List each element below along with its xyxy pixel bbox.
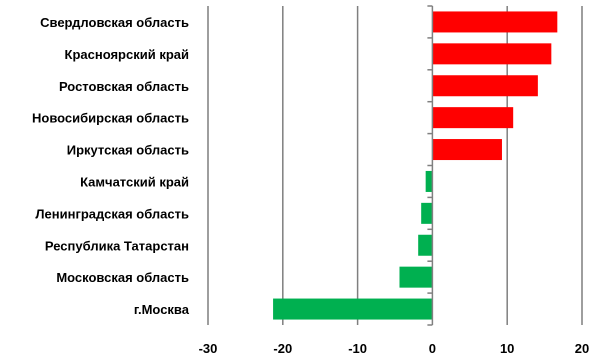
x-tick-label: 0 [429,341,436,354]
bar [418,234,433,256]
bar [432,43,552,65]
x-tick-label: -10 [348,341,367,354]
category-label: г.Москва [134,302,190,317]
x-tick-label: -30 [199,341,218,354]
bar [432,11,558,33]
x-axis [427,5,434,326]
tick-labels: -30 -20 -10 0 10 20 [199,341,590,354]
bar [425,170,433,192]
category-label: Новосибирская область [32,111,189,126]
bar [432,139,502,161]
category-label: Московская область [56,270,189,285]
bar [273,298,433,320]
bar [421,202,433,224]
category-label: Ростовская область [59,79,189,94]
category-labels: Свердловская область Красноярский край Рос… [32,15,190,317]
category-label: Ленинградская область [35,206,189,221]
bar [432,75,538,97]
bar [432,107,514,129]
bars [273,11,558,320]
category-label: Свердловская область [40,15,189,30]
x-tick-label: 20 [575,341,589,354]
category-label: Камчатский край [80,174,189,189]
x-tick-label: -20 [273,341,292,354]
x-tick-label: 10 [500,341,514,354]
category-label: Иркутская область [67,143,189,158]
bar [399,266,433,288]
category-label: Республика Татарстан [45,238,189,253]
category-label: Красноярский край [65,47,189,62]
